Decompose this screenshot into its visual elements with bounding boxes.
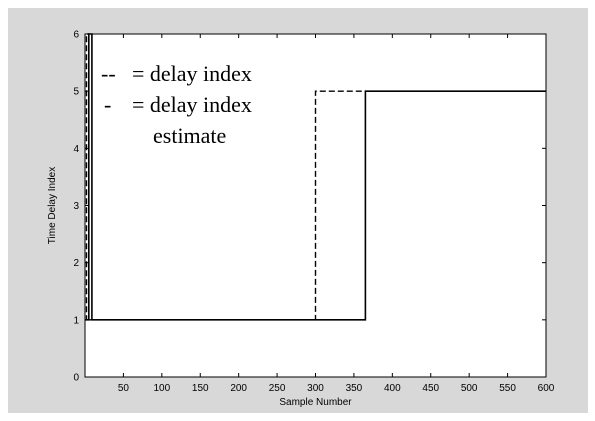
legend-label-delay-index: = delay index <box>132 61 252 86</box>
y-axis-label: Time Delay Index <box>47 167 58 244</box>
legend: -- = delay index - = delay index estimat… <box>101 61 252 148</box>
y-tick-label: 6 <box>73 30 79 41</box>
x-tick-label: 500 <box>461 383 478 394</box>
x-axis-label: Sample Number <box>279 397 352 408</box>
legend-marker-dashed: -- <box>101 61 116 86</box>
chart-figure: 50 100 150 200 250 300 350 400 450 500 550 600 0 1 2 3 4… <box>8 8 588 413</box>
x-tick-label: 350 <box>346 383 363 394</box>
y-tick-label: 4 <box>73 144 79 155</box>
x-tick-label: 600 <box>538 383 555 394</box>
x-tick-label: 550 <box>499 383 516 394</box>
x-tick-label: 300 <box>307 383 324 394</box>
x-tick-label: 400 <box>384 383 401 394</box>
legend-label-estimate: estimate <box>153 123 226 148</box>
x-tick-label: 250 <box>269 383 286 394</box>
x-tick-label: 200 <box>230 383 247 394</box>
x-tick-label: 150 <box>192 383 209 394</box>
x-tick-label: 100 <box>153 383 170 394</box>
y-tick-label: 0 <box>73 373 79 384</box>
y-tick-label: 5 <box>73 87 79 98</box>
y-tick-label: 1 <box>73 315 79 326</box>
legend-marker-solid: - <box>104 92 111 117</box>
series-delay-index-estimate <box>85 33 546 321</box>
y-tick-label: 3 <box>73 201 79 212</box>
legend-label-delay-index-estimate: = delay index <box>132 92 252 117</box>
chart-svg: 50 100 150 200 250 300 350 400 450 500 550 600 0 1 2 3 4… <box>47 30 555 409</box>
ticks-layer: 50 100 150 200 250 300 350 400 450 500 550 600 0 1 2 3 4… <box>73 30 554 395</box>
series-layer <box>85 33 546 321</box>
x-tick-label: 50 <box>118 383 130 394</box>
y-tick-label: 2 <box>73 258 79 269</box>
x-tick-label: 450 <box>422 383 439 394</box>
